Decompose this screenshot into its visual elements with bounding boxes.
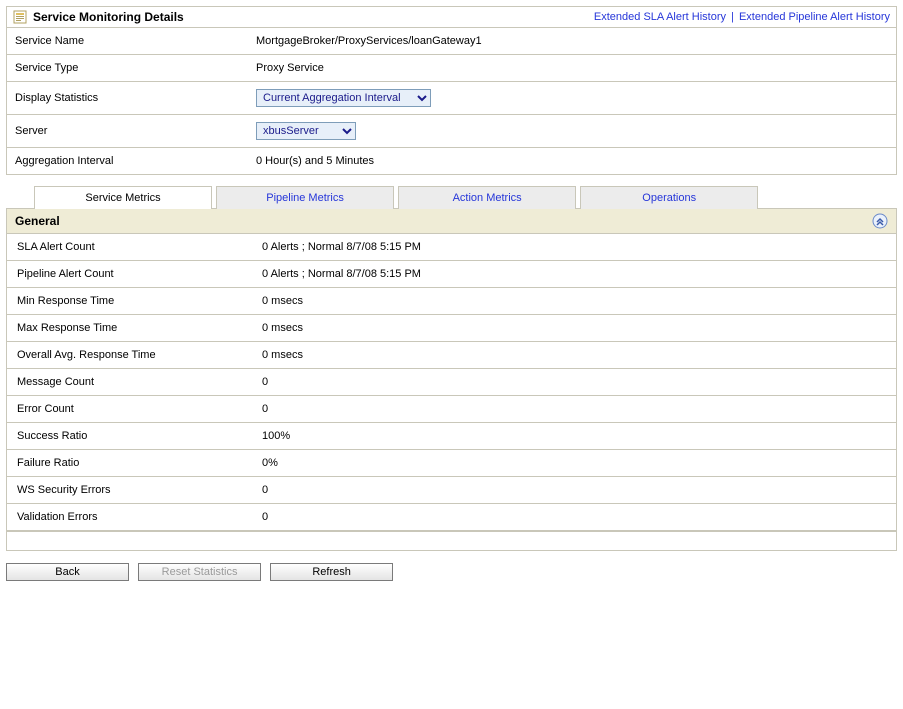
- tab-action-metrics[interactable]: Action Metrics: [398, 186, 576, 209]
- max-response-time-value: 0 msecs: [252, 315, 896, 342]
- tab-pipeline-metrics[interactable]: Pipeline Metrics: [216, 186, 394, 209]
- aggregation-interval-value: 0 Hour(s) and 5 Minutes: [248, 148, 896, 175]
- success-ratio-value: 100%: [252, 423, 896, 450]
- service-details-table: Service Name MortgageBroker/ProxyService…: [7, 28, 896, 174]
- document-icon: [13, 10, 27, 24]
- service-metrics-panel: General SLA Alert Count 0 Alerts ; Norma…: [6, 208, 897, 551]
- min-response-time-value: 0 msecs: [252, 288, 896, 315]
- button-row: Back Reset Statistics Refresh: [6, 561, 897, 583]
- validation-errors-value: 0: [252, 504, 896, 531]
- sla-alert-count-value: 0 Alerts ; Normal 8/7/08 5:15 PM: [252, 234, 896, 261]
- error-count-value: 0: [252, 396, 896, 423]
- link-separator: |: [729, 11, 736, 23]
- reset-statistics-button: Reset Statistics: [138, 563, 261, 581]
- min-response-time-label: Min Response Time: [7, 288, 252, 315]
- display-statistics-label: Display Statistics: [7, 82, 248, 115]
- general-section-title: General: [15, 214, 60, 228]
- avg-response-time-value: 0 msecs: [252, 342, 896, 369]
- pipeline-alert-count-label: Pipeline Alert Count: [7, 261, 252, 288]
- ws-security-errors-label: WS Security Errors: [7, 477, 252, 504]
- general-metrics-table: SLA Alert Count 0 Alerts ; Normal 8/7/08…: [7, 234, 896, 531]
- tab-operations[interactable]: Operations: [580, 186, 758, 209]
- header-links: Extended SLA Alert History | Extended Pi…: [594, 11, 890, 23]
- service-type-value: Proxy Service: [248, 55, 896, 82]
- service-type-label: Service Type: [7, 55, 248, 82]
- max-response-time-label: Max Response Time: [7, 315, 252, 342]
- avg-response-time-label: Overall Avg. Response Time: [7, 342, 252, 369]
- server-select[interactable]: xbusServer: [256, 122, 356, 140]
- collapse-icon[interactable]: [872, 213, 888, 229]
- ws-security-errors-value: 0: [252, 477, 896, 504]
- pipeline-alert-count-value: 0 Alerts ; Normal 8/7/08 5:15 PM: [252, 261, 896, 288]
- message-count-value: 0: [252, 369, 896, 396]
- tab-service-metrics[interactable]: Service Metrics: [34, 186, 212, 209]
- trailing-spacer: [7, 531, 896, 550]
- back-button[interactable]: Back: [6, 563, 129, 581]
- server-label: Server: [7, 115, 248, 148]
- general-section-header: General: [7, 209, 896, 234]
- refresh-button[interactable]: Refresh: [270, 563, 393, 581]
- aggregation-interval-label: Aggregation Interval: [7, 148, 248, 175]
- sla-alert-count-label: SLA Alert Count: [7, 234, 252, 261]
- details-panel: Service Monitoring Details Extended SLA …: [6, 6, 897, 175]
- success-ratio-label: Success Ratio: [7, 423, 252, 450]
- page-title: Service Monitoring Details: [33, 10, 184, 24]
- display-statistics-select[interactable]: Current Aggregation Interval: [256, 89, 431, 107]
- failure-ratio-value: 0%: [252, 450, 896, 477]
- message-count-label: Message Count: [7, 369, 252, 396]
- panel-header: Service Monitoring Details Extended SLA …: [7, 7, 896, 28]
- extended-pipeline-history-link[interactable]: Extended Pipeline Alert History: [739, 11, 890, 23]
- failure-ratio-label: Failure Ratio: [7, 450, 252, 477]
- tabs-row: Service Metrics Pipeline Metrics Action …: [6, 185, 897, 208]
- service-name-label: Service Name: [7, 28, 248, 55]
- extended-sla-history-link[interactable]: Extended SLA Alert History: [594, 11, 726, 23]
- error-count-label: Error Count: [7, 396, 252, 423]
- validation-errors-label: Validation Errors: [7, 504, 252, 531]
- service-name-value: MortgageBroker/ProxyServices/loanGateway…: [248, 28, 896, 55]
